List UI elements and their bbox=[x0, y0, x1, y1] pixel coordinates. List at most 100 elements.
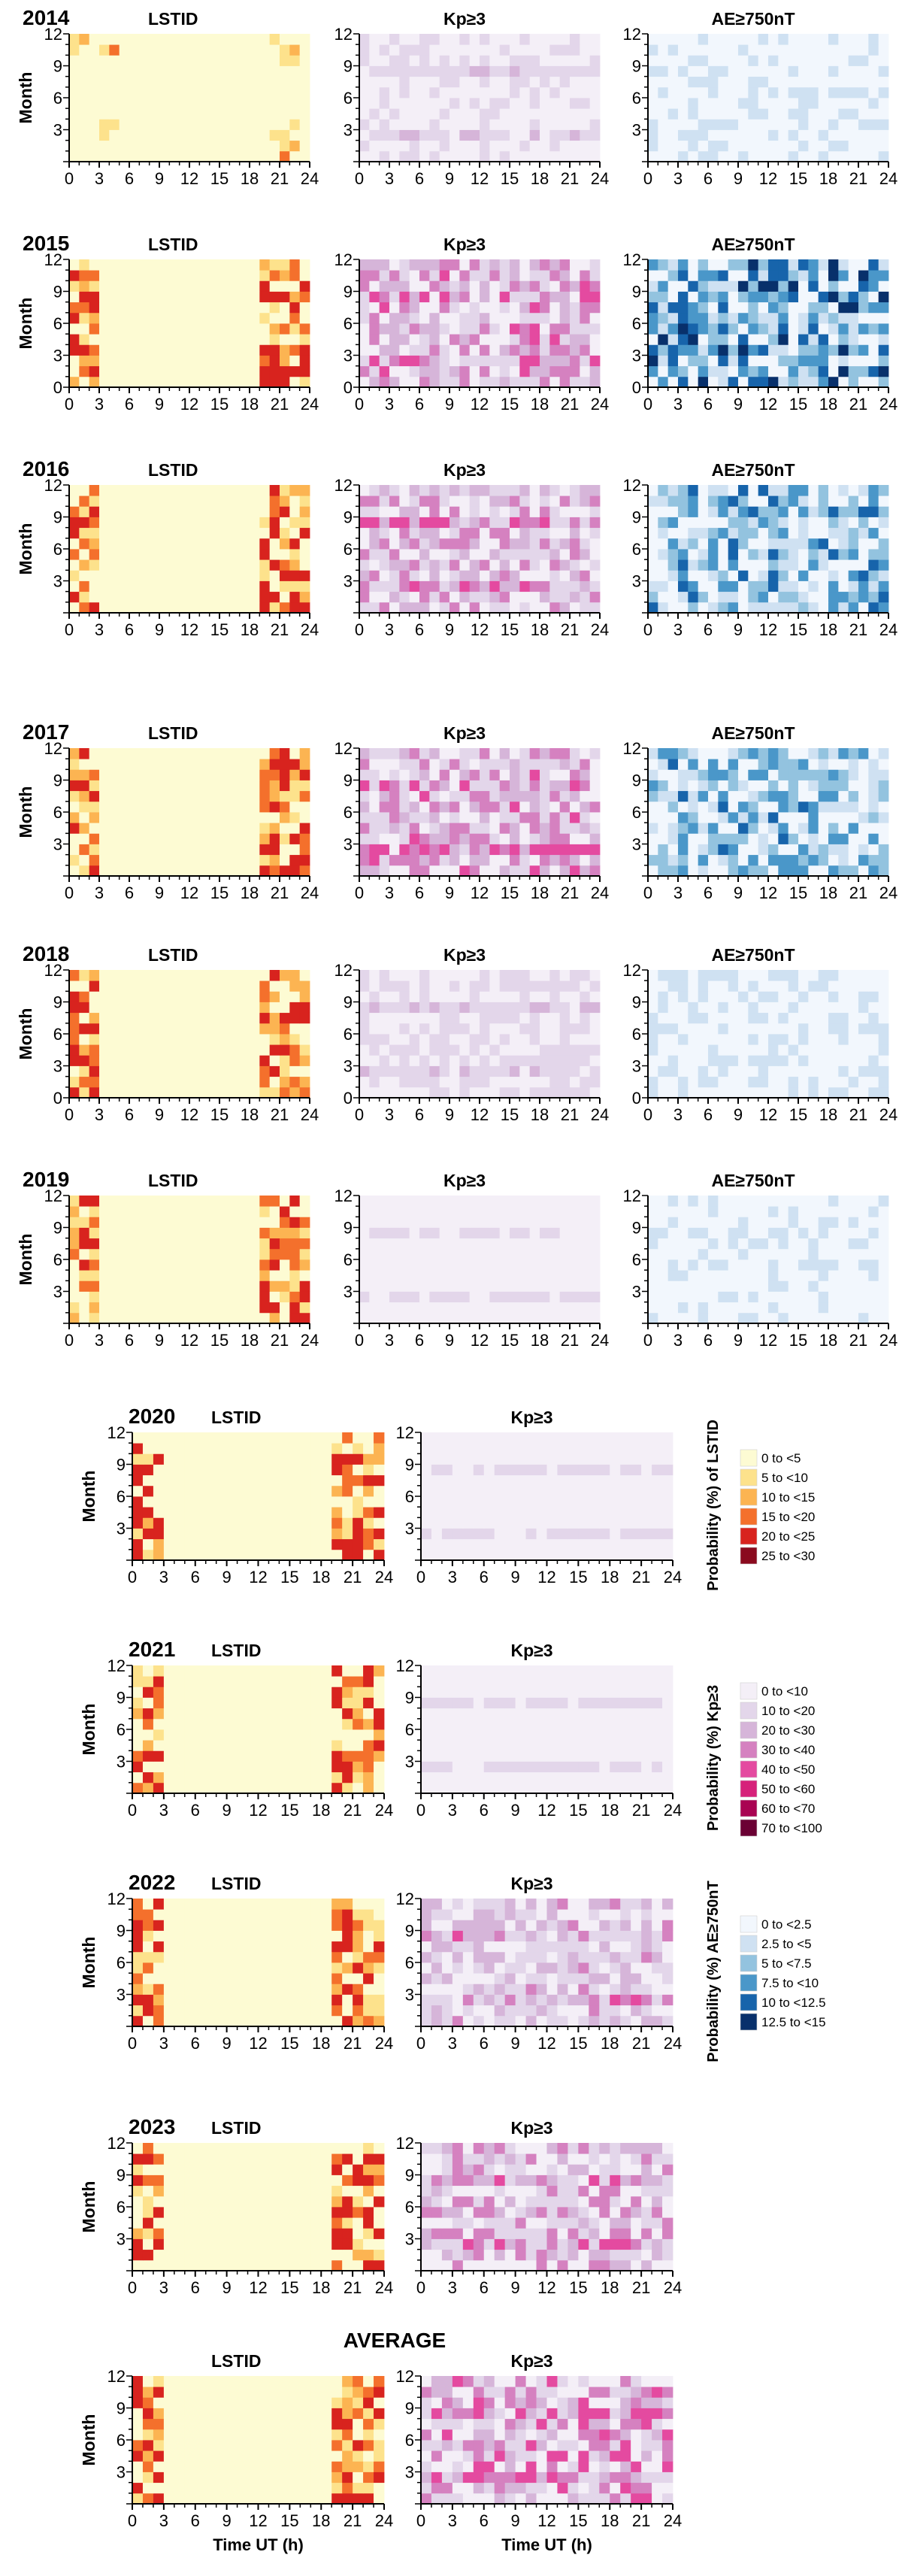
cell bbox=[499, 1044, 510, 1056]
cell bbox=[858, 1044, 869, 1056]
cell bbox=[798, 580, 809, 592]
cell bbox=[688, 790, 699, 802]
cell bbox=[580, 980, 591, 992]
cell bbox=[648, 291, 658, 303]
cell bbox=[688, 517, 699, 529]
cell bbox=[748, 1086, 759, 1099]
cell bbox=[738, 323, 749, 335]
cell bbox=[738, 538, 749, 550]
cell bbox=[878, 291, 889, 303]
cell bbox=[570, 790, 580, 802]
cell bbox=[449, 344, 460, 356]
x-tick-label: 0 bbox=[65, 169, 74, 188]
cell bbox=[540, 538, 550, 550]
cell bbox=[280, 591, 290, 603]
cell bbox=[738, 344, 749, 356]
cell bbox=[698, 748, 709, 759]
cell bbox=[768, 291, 779, 303]
cell bbox=[648, 140, 658, 152]
cell bbox=[728, 119, 739, 130]
cell bbox=[549, 129, 561, 141]
cell bbox=[149, 1044, 160, 1056]
cell bbox=[89, 44, 100, 56]
cell bbox=[389, 527, 400, 539]
y-tick-label: 3 bbox=[53, 835, 62, 854]
cell bbox=[179, 570, 190, 581]
cell bbox=[758, 801, 769, 813]
cell bbox=[768, 1055, 779, 1066]
cell bbox=[678, 854, 689, 866]
cell bbox=[778, 591, 789, 603]
cell bbox=[149, 365, 160, 377]
cell bbox=[369, 1076, 380, 1088]
cell bbox=[189, 312, 200, 324]
cell bbox=[580, 591, 591, 603]
cell bbox=[389, 1086, 400, 1099]
cell bbox=[209, 602, 220, 614]
cell bbox=[658, 365, 669, 377]
cell bbox=[798, 759, 809, 770]
cell bbox=[459, 991, 471, 1002]
cell bbox=[728, 496, 739, 507]
x-tick-label: 12 bbox=[471, 395, 489, 414]
cell bbox=[540, 591, 550, 603]
cell bbox=[269, 344, 280, 356]
y-tick-label: 6 bbox=[344, 540, 353, 559]
cell bbox=[369, 485, 380, 496]
cell bbox=[459, 1076, 471, 1088]
cell bbox=[589, 865, 601, 877]
cell bbox=[570, 259, 580, 271]
y-tick-label: 9 bbox=[53, 283, 62, 302]
cell bbox=[728, 748, 739, 759]
cell bbox=[209, 527, 220, 539]
cell bbox=[878, 1055, 889, 1066]
cell bbox=[79, 323, 90, 335]
cell bbox=[449, 302, 460, 314]
cell bbox=[758, 291, 769, 303]
cell bbox=[149, 833, 160, 844]
cell bbox=[648, 823, 658, 834]
cell bbox=[359, 302, 370, 314]
cell bbox=[758, 1044, 769, 1056]
cell bbox=[738, 1023, 749, 1035]
cell bbox=[99, 506, 110, 517]
cell bbox=[209, 517, 220, 529]
cell bbox=[109, 119, 120, 130]
cell bbox=[748, 748, 759, 759]
cell bbox=[858, 748, 869, 759]
cell bbox=[469, 812, 480, 823]
cell bbox=[529, 302, 540, 314]
cell bbox=[858, 270, 869, 281]
cell bbox=[239, 1086, 250, 1099]
x-tick-label: 9 bbox=[155, 169, 164, 188]
cell bbox=[209, 823, 220, 834]
cell bbox=[389, 570, 400, 581]
cell bbox=[459, 34, 471, 45]
cell bbox=[738, 844, 749, 856]
cell bbox=[99, 65, 110, 77]
cell bbox=[768, 55, 779, 66]
cell bbox=[369, 344, 380, 356]
cell bbox=[99, 1012, 110, 1024]
cell bbox=[169, 150, 180, 162]
cell bbox=[549, 365, 561, 377]
cell bbox=[280, 129, 290, 141]
cell bbox=[209, 270, 220, 281]
cell bbox=[549, 980, 561, 992]
cell bbox=[369, 1065, 380, 1077]
cell bbox=[868, 538, 879, 550]
cell bbox=[728, 1012, 739, 1024]
cell bbox=[708, 1034, 719, 1045]
y-tick-label: 6 bbox=[632, 314, 641, 333]
cell bbox=[359, 1023, 370, 1035]
x-tick-label: 12 bbox=[180, 620, 198, 639]
cell bbox=[838, 76, 849, 88]
cell bbox=[728, 570, 739, 581]
cell bbox=[439, 496, 450, 507]
cell bbox=[219, 506, 230, 517]
x-tick-label: 18 bbox=[531, 883, 549, 902]
cell bbox=[179, 833, 190, 844]
cell bbox=[688, 1002, 699, 1014]
cell bbox=[109, 86, 120, 98]
